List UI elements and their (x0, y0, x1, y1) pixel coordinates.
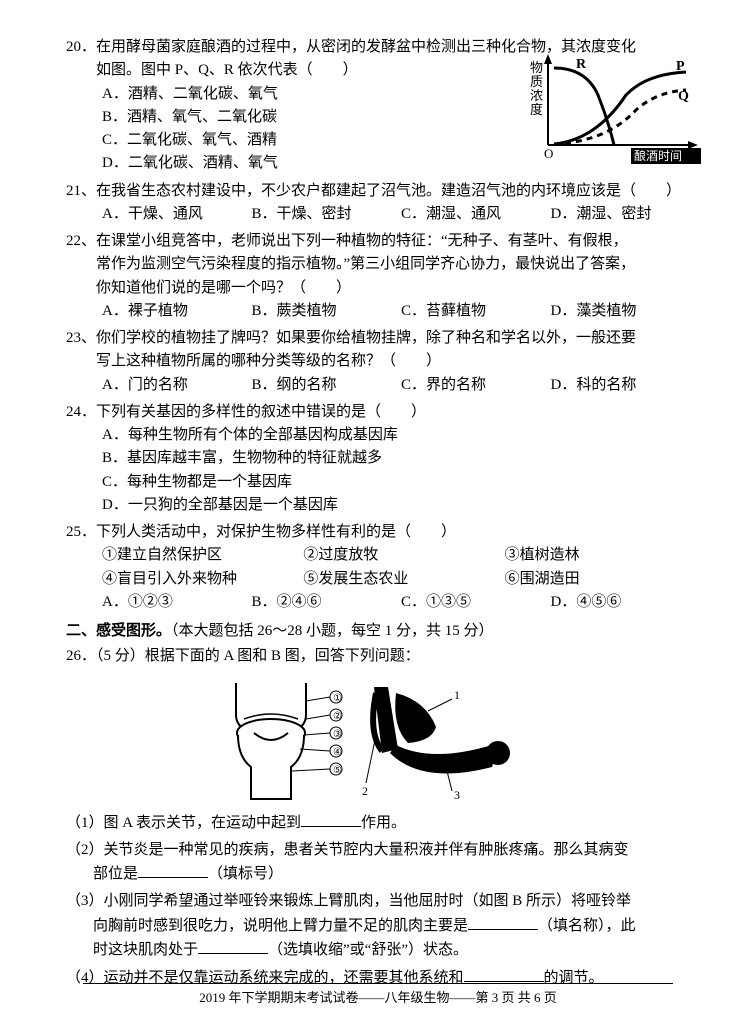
question-24: 24．下列有关基因的多样性的叙述中错误的是（ ） A．每种生物所有个体的全部基因… (66, 401, 700, 517)
q26-diagram: ① ② ③ ④ ⑤ (196, 675, 516, 805)
q26-sub3-a: （3）小刚同学希望通过举哑铃来锻炼上臂肌肉，当他屈肘时（如图 B 所示）将哑铃举 (66, 890, 700, 913)
section-2-name: 二、感受图形。 (66, 623, 171, 639)
question-21: 21、在我省生态农村建设中，不少农户都建起了沼气池。建造沼气池的内环境应该是（ … (66, 180, 700, 227)
q26-stem: 26．（5 分）根据下面的 A 图和 B 图，回答下列问题： (66, 645, 700, 668)
arm-label-3: 3 (454, 788, 460, 802)
q22-stem-3: 你知道他们说的是哪一个吗？（ ） (66, 277, 700, 300)
section-2-note: （本大题包括 26～28 小题，每空 1 分，共 15 分） (171, 623, 494, 639)
q21-option-a: A．干燥、通风 (102, 203, 252, 226)
page-footer: 2019 年下学期期末考试试卷——八年级生物——第 3 页 共 6 页 (0, 983, 756, 1008)
chart-y-label-2: 质 (530, 74, 543, 89)
q23-option-a: A．门的名称 (102, 374, 252, 397)
q26-sub3-c: （填名称），此 (538, 918, 636, 934)
q24-option-c: C．每种生物都是一个基因库 (102, 471, 700, 494)
q21-option-d: D．潮湿、密封 (551, 203, 701, 226)
q22-option-a: A．裸子植物 (102, 300, 252, 323)
q24-option-b: B．基因库越丰富，生物物种的特征就越多 (102, 447, 700, 470)
chart-x-label: 酿酒时间 (634, 148, 682, 163)
q26-sub3-b: 向胸前时感到很吃力，说明他上臂力量不足的肌肉主要是 (93, 918, 468, 934)
question-23: 23、你们学校的植物挂了牌吗？如果要你给植物挂牌，除了种名和学名以外，一般还要 … (66, 327, 700, 397)
q25-item-4: ④盲目引入外来物种 (102, 568, 297, 591)
q24-option-d: D．一只狗的全部基因是一个基因库 (102, 494, 700, 517)
joint-label-2: ② (333, 711, 342, 722)
q25-item-3: ③植树造林 (505, 544, 700, 567)
question-22: 22、在课堂小组竞答中，老师说出下列一种植物的特征：“无种子、有茎叶、有假根， … (66, 230, 700, 323)
q26-sub3-e: （选填收缩”或“舒张”）状态。 (268, 942, 468, 958)
q25-option-d: D．④⑤⑥ (551, 591, 701, 614)
chart-label-q: Q (678, 89, 689, 104)
q21-stem: 21、在我省生态农村建设中，不少农户都建起了沼气池。建造沼气池的内环境应该是（ … (66, 180, 700, 203)
diagram-b-arm: 1 2 3 (362, 687, 510, 802)
q23-option-c: C．界的名称 (401, 374, 551, 397)
q22-stem-2: 常作为监测空气污染程度的指示植物。”第三小组同学齐心协力，最快说出了答案， (66, 253, 700, 276)
q26-sub1: （1）图 A 表示关节，在运动中起到 作用。 (66, 811, 700, 835)
q23-stem-1: 23、你们学校的植物挂了牌吗？如果要你给植物挂牌，除了种名和学名以外，一般还要 (66, 327, 700, 350)
q20-chart: 物 质 浓 度 O R P Q 酿酒时间 (526, 50, 706, 165)
q26-sub1-b: 作用。 (361, 815, 406, 831)
q23-stem-2: 写上这种植物所属的哪种分类等级的名称？（ ） (66, 350, 700, 373)
q23-option-d: D．科的名称 (551, 374, 701, 397)
footer-text: 2019 年下学期期末考试试卷——八年级生物——第 3 页 共 6 页 (83, 983, 673, 1008)
q26-sub1-a: （1）图 A 表示关节，在运动中起到 (66, 815, 301, 831)
q26-sub2-c: （填标号） (208, 866, 283, 882)
chart-label-p: P (676, 59, 685, 74)
diagram-a-joint: ① ② ③ ④ ⑤ (236, 683, 342, 799)
q23-option-b: B．纲的名称 (252, 374, 402, 397)
q22-option-c: C．苔藓植物 (401, 300, 551, 323)
q22-stem-1: 22、在课堂小组竞答中，老师说出下列一种植物的特征：“无种子、有茎叶、有假根， (66, 230, 700, 253)
q25-item-5: ⑤发展生态农业 (303, 568, 498, 591)
chart-y-label-4: 度 (530, 102, 543, 117)
q21-option-c: C．潮湿、通风 (401, 203, 551, 226)
q26-sub3-d: 时这块肌肉处于 (93, 942, 198, 958)
arm-label-2: 2 (362, 784, 368, 798)
q25-stem: 25．下列人类活动中，对保护生物多样性有利的是（ ） (66, 521, 700, 544)
q25-option-a: A．①②③ (102, 591, 252, 614)
q25-item-1: ①建立自然保护区 (102, 544, 297, 567)
joint-label-5: ⑤ (333, 765, 342, 776)
q26-sub2-a: （2）关节炎是一种常见的疾病，患者关节腔内大量积液并伴有肿胀疼痛。那么其病变 (66, 839, 700, 862)
question-25: 25．下列人类活动中，对保护生物多样性有利的是（ ） ①建立自然保护区 ②过度放… (66, 521, 700, 614)
blank (301, 811, 361, 827)
section-2-title: 二、感受图形。（本大题包括 26～28 小题，每空 1 分，共 15 分） (66, 620, 700, 643)
chart-origin: O (544, 146, 553, 161)
q22-option-d: D．藻类植物 (551, 300, 701, 323)
exam-page: 20．在用酵母菌家庭酿酒的过程中，从密闭的发酵盆中检测出三种化合物，其浓度变化 … (0, 0, 756, 1032)
q24-option-a: A．每种生物所有个体的全部基因构成基因库 (102, 424, 700, 447)
question-20: 20．在用酵母菌家庭酿酒的过程中，从密闭的发酵盆中检测出三种化合物，其浓度变化 … (66, 36, 700, 176)
chart-label-r: R (576, 57, 587, 72)
q25-item-2: ②过度放牧 (303, 544, 498, 567)
question-26: 26．（5 分）根据下面的 A 图和 B 图，回答下列问题： ① ② ③ ④ ⑤ (66, 645, 700, 990)
blank (468, 914, 538, 930)
joint-label-3: ③ (333, 729, 342, 740)
arm-label-1: 1 (454, 688, 460, 702)
q21-option-b: B．干燥、密封 (252, 203, 402, 226)
q22-option-b: B．蕨类植物 (252, 300, 402, 323)
chart-y-label-3: 浓 (530, 88, 543, 103)
q26-sub3: （3）小刚同学希望通过举哑铃来锻炼上臂肌肉，当他屈肘时（如图 B 所示）将哑铃举… (66, 890, 700, 962)
blank (138, 862, 208, 878)
blank (464, 966, 544, 982)
joint-label-4: ④ (333, 747, 342, 758)
q25-option-b: B．②④⑥ (252, 591, 402, 614)
q25-item-6: ⑥围湖造田 (505, 568, 700, 591)
joint-label-1: ① (333, 693, 342, 704)
q24-stem: 24．下列有关基因的多样性的叙述中错误的是（ ） (66, 401, 700, 424)
chart-y-label-1: 物 (530, 60, 543, 75)
blank (198, 938, 268, 954)
q26-sub2-b: 部位是 (93, 866, 138, 882)
q26-sub2: （2）关节炎是一种常见的疾病，患者关节腔内大量积液并伴有肿胀疼痛。那么其病变 部… (66, 839, 700, 887)
q25-option-c: C．①③⑤ (401, 591, 551, 614)
